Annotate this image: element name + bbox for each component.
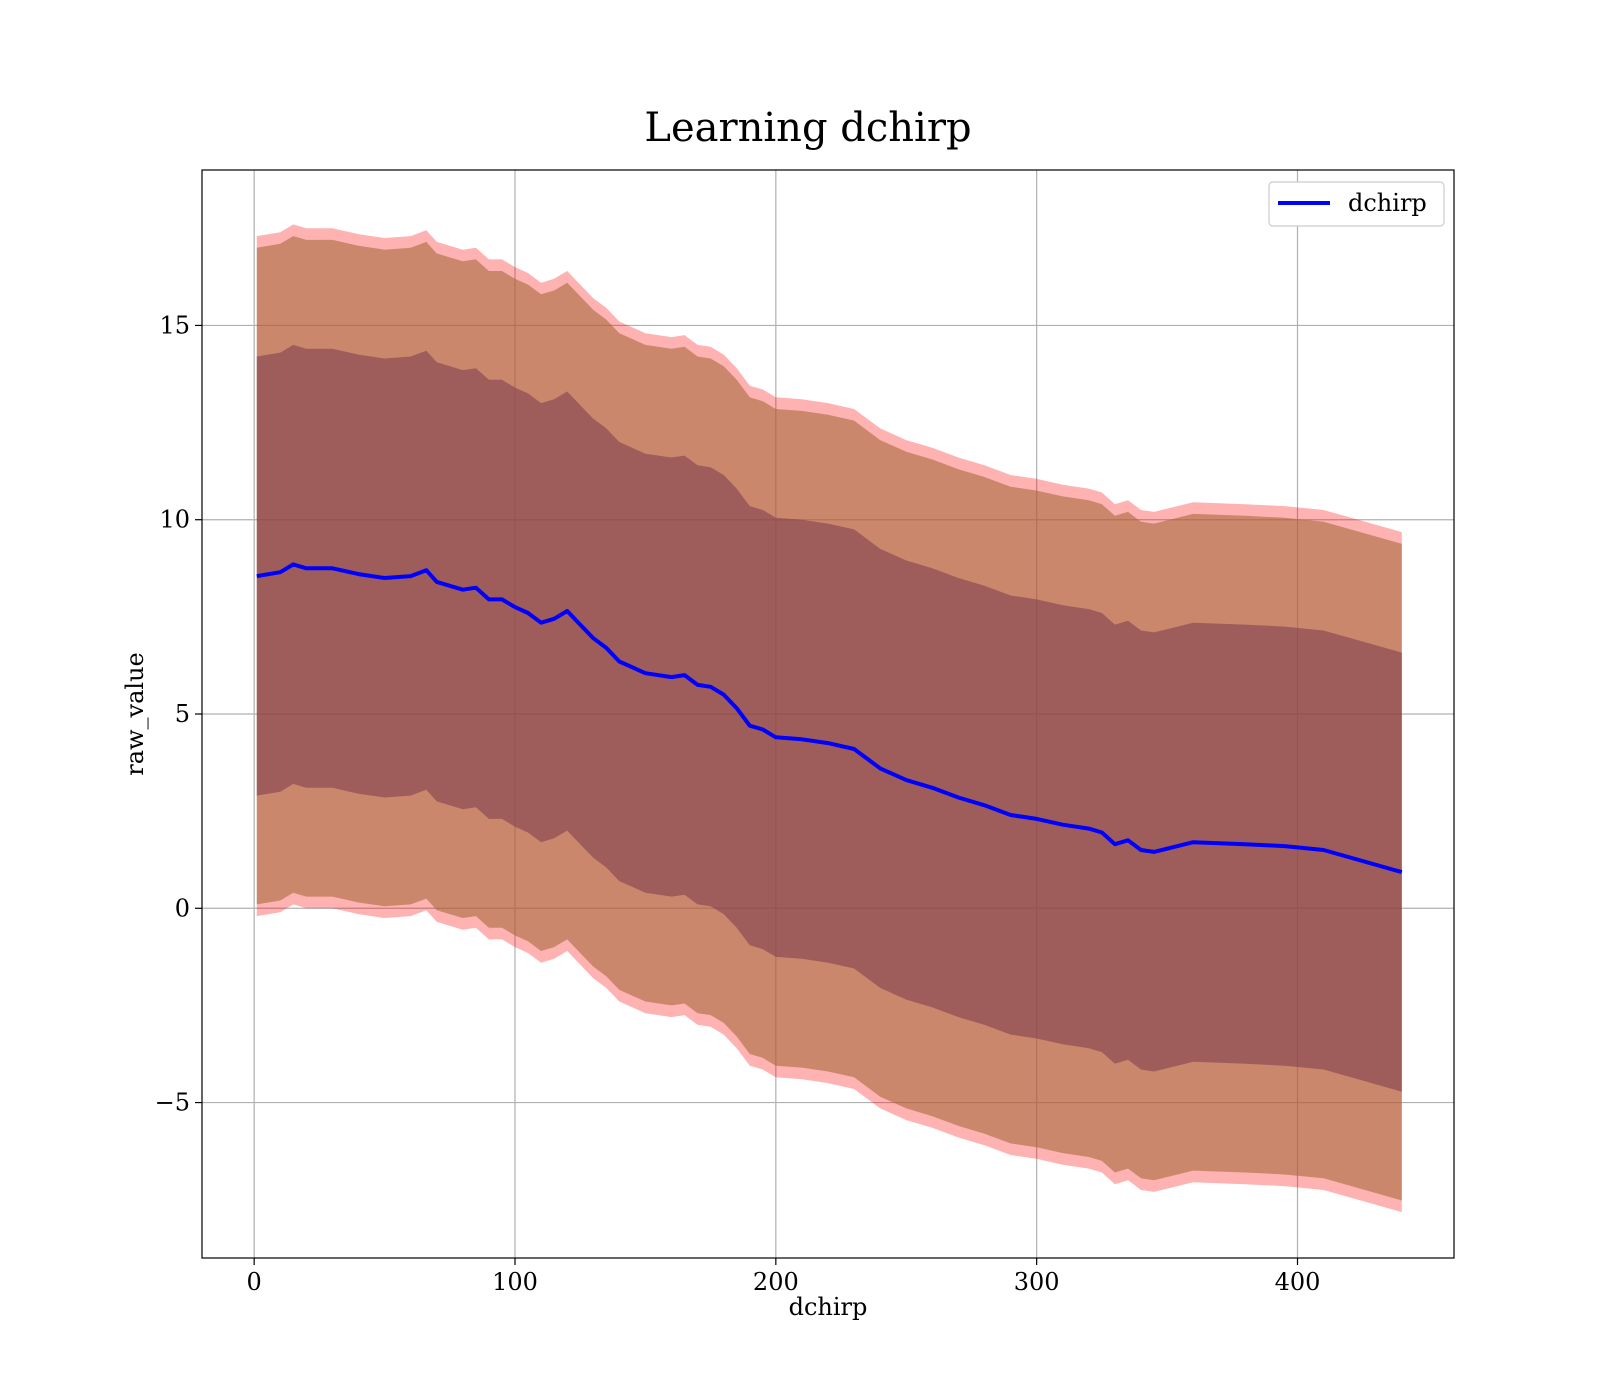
y-tick-label: 0	[175, 894, 190, 922]
series-line-dchirp	[256, 562, 1403, 875]
confidence-bands	[256, 224, 1402, 1213]
legend: dchirp	[1268, 181, 1445, 227]
legend-box	[1268, 181, 1445, 227]
y-tick-label: 10	[159, 506, 190, 534]
y-tick-label: 5	[175, 700, 190, 728]
legend-label-dchirp: dchirp	[1348, 189, 1427, 217]
y-axis-label: raw_value	[121, 652, 149, 776]
x-tick-label: 400	[1275, 1268, 1321, 1296]
series-lines	[256, 562, 1403, 875]
x-axis-label: dchirp	[789, 1293, 868, 1321]
y-tick-label: 15	[159, 311, 190, 339]
x-tick-label: 0	[247, 1268, 262, 1296]
axis-ticks: 0 100 200 300 400 −5 0 5 10 15	[155, 311, 1321, 1296]
plot-area-frame	[201, 169, 1455, 1259]
inner-band	[256, 344, 1402, 1092]
x-tick-label: 200	[753, 1268, 799, 1296]
x-tick-label: 300	[1014, 1268, 1060, 1296]
y-tick-label: −5	[155, 1089, 190, 1117]
x-tick-label: 100	[492, 1268, 538, 1296]
chart-title: Learning dchirp	[644, 105, 971, 151]
